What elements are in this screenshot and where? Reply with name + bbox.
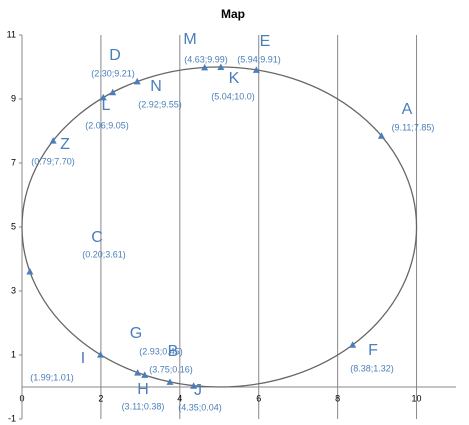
y-tick-label: 1 (11, 349, 16, 359)
y-tick-label: 9 (11, 93, 16, 103)
x-tick-label: 8 (335, 393, 340, 403)
point-name: M (183, 31, 196, 48)
point-name: A (402, 101, 413, 118)
point-marker (49, 137, 57, 144)
point-marker (190, 382, 198, 389)
point-name: B (168, 343, 179, 360)
point-label: (3.11;0.38) (122, 401, 165, 411)
point-name: E (260, 33, 271, 50)
point-name: D (109, 47, 121, 64)
point-marker (377, 132, 385, 139)
point-marker (109, 88, 117, 96)
point-marker (134, 369, 142, 376)
point-label: (5.04;10.0) (211, 91, 255, 101)
point-marker (26, 267, 34, 275)
x-tick-label: 6 (256, 393, 261, 403)
y-tick-label: 5 (11, 221, 16, 231)
point-label: (2.30;9.21) (91, 68, 135, 78)
point-label: (1.99;1.01) (30, 372, 74, 382)
point-name: G (130, 325, 142, 342)
point-name: K (229, 70, 240, 87)
circle-curve (21, 66, 418, 388)
point-marker (201, 63, 209, 71)
point-marker (141, 371, 149, 378)
point-label: (2.06;9.05) (85, 120, 129, 130)
point-marker (349, 341, 357, 348)
point-name: F (368, 342, 378, 359)
point-name: H (137, 381, 149, 398)
point-name: L (102, 97, 111, 114)
point-name: I (81, 350, 85, 367)
point-label: (0.20;3.61) (82, 249, 126, 259)
point-label: (9.11;7.85) (392, 122, 435, 132)
point-label: (4.35;0.04) (178, 402, 222, 412)
point-label: (3.75;0.16) (149, 364, 193, 374)
chart-title: Map (221, 7, 245, 21)
point-label: (2.93;0.45) (139, 346, 183, 356)
point-marker (217, 63, 225, 70)
point-label: (2.92;9.55) (138, 99, 182, 109)
y-tick-label: -1 (8, 413, 16, 423)
x-tick-label: 10 (412, 393, 422, 403)
point-name: C (91, 229, 103, 246)
y-tick-label: 11 (7, 29, 16, 39)
point-marker (97, 351, 105, 358)
point-label: (5.94;9.91) (237, 54, 281, 64)
point-name: Z (60, 136, 70, 153)
x-tick-label: 4 (177, 393, 182, 403)
point-marker (133, 77, 141, 85)
point-label: (0.79;7.70) (31, 156, 75, 166)
point-marker (166, 378, 174, 385)
y-tick-label: 7 (11, 157, 16, 167)
x-tick-label: 2 (98, 393, 103, 403)
point-name: J (194, 382, 202, 399)
point-name: N (150, 78, 162, 95)
point-marker (99, 93, 107, 101)
point-marker (252, 66, 260, 73)
y-tick-label: 3 (11, 285, 16, 295)
point-label: (4.63;9.99) (184, 54, 228, 64)
point-label: (8.38;1.32) (350, 363, 394, 373)
